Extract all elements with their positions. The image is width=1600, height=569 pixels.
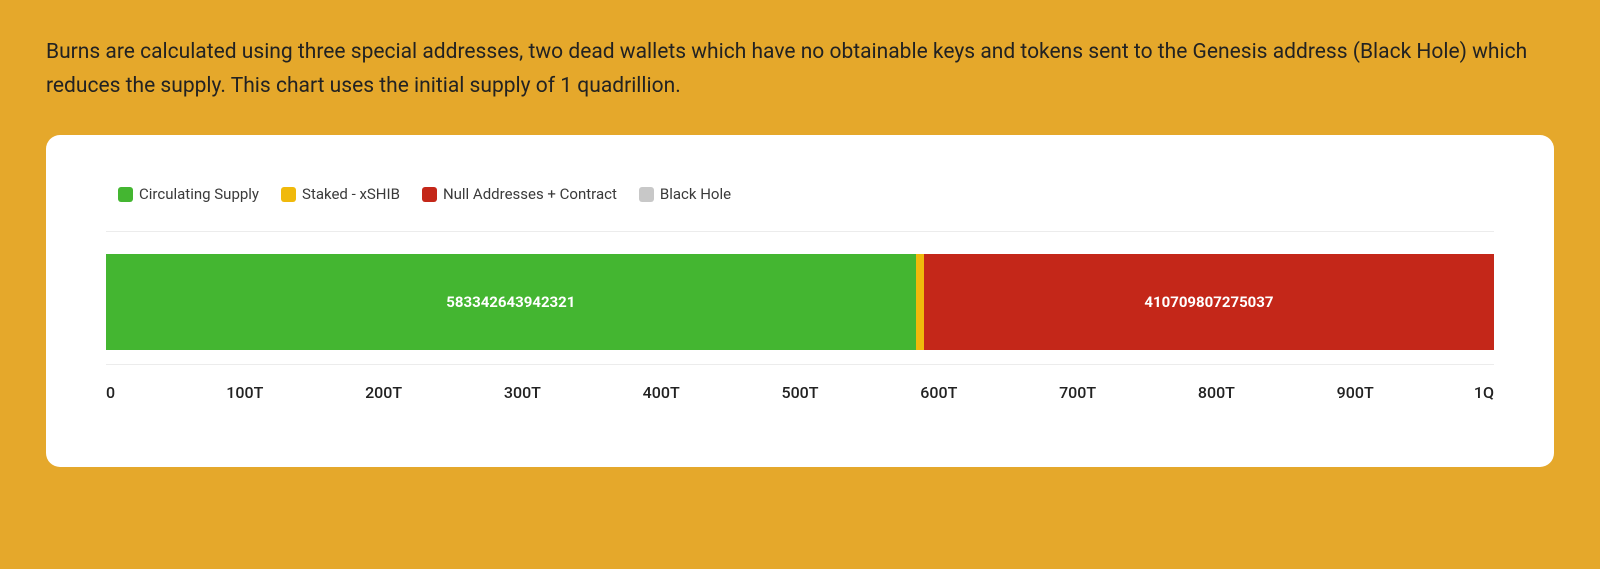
segment-circulating[interactable]: 583342643942321: [106, 254, 916, 350]
legend-swatch-staked: [281, 187, 296, 202]
divider-bottom: [106, 364, 1494, 365]
legend-label-staked: Staked - xSHIB: [302, 185, 400, 203]
axis-tick: 300T: [504, 383, 541, 402]
segment-value-null_contract: 410709807275037: [1144, 293, 1273, 311]
page-root: Burns are calculated using three special…: [0, 0, 1600, 507]
segment-null_contract[interactable]: 410709807275037: [924, 254, 1494, 350]
legend-item-null_contract[interactable]: Null Addresses + Contract: [422, 185, 617, 203]
description-text: Burns are calculated using three special…: [46, 36, 1554, 103]
legend-swatch-black_hole: [639, 187, 654, 202]
x-axis: 0 100T 200T 300T 400T 500T 600T 700T 800T 900T 1Q: [106, 383, 1494, 411]
legend-item-black_hole[interactable]: Black Hole: [639, 185, 731, 203]
segment-value-circulating: 583342643942321: [446, 293, 575, 311]
axis-tick: 1Q: [1474, 383, 1494, 402]
legend-label-black_hole: Black Hole: [660, 185, 731, 203]
axis-tick: 600T: [920, 383, 957, 402]
axis-tick: 400T: [643, 383, 680, 402]
legend-swatch-null_contract: [422, 187, 437, 202]
chart-card: Circulating Supply Staked - xSHIB Null Add…: [46, 135, 1554, 467]
axis-tick: 200T: [365, 383, 402, 402]
axis-tick: 500T: [781, 383, 818, 402]
axis-tick: 700T: [1059, 383, 1096, 402]
axis-tick: 0: [106, 383, 115, 402]
axis-tick: 800T: [1198, 383, 1235, 402]
legend-label-null_contract: Null Addresses + Contract: [443, 185, 617, 203]
axis-tick: 100T: [226, 383, 263, 402]
legend-item-circulating[interactable]: Circulating Supply: [118, 185, 259, 203]
chart-inner: Circulating Supply Staked - xSHIB Null Add…: [106, 185, 1494, 411]
legend-item-staked[interactable]: Staked - xSHIB: [281, 185, 400, 203]
legend: Circulating Supply Staked - xSHIB Null Add…: [106, 185, 1494, 203]
axis-tick: 900T: [1337, 383, 1374, 402]
legend-label-circulating: Circulating Supply: [139, 185, 259, 203]
legend-swatch-circulating: [118, 187, 133, 202]
chart-wrap: 583342643942321 410709807275037: [106, 232, 1494, 364]
stacked-bar: 583342643942321 410709807275037: [106, 254, 1494, 350]
segment-staked[interactable]: [916, 254, 924, 350]
